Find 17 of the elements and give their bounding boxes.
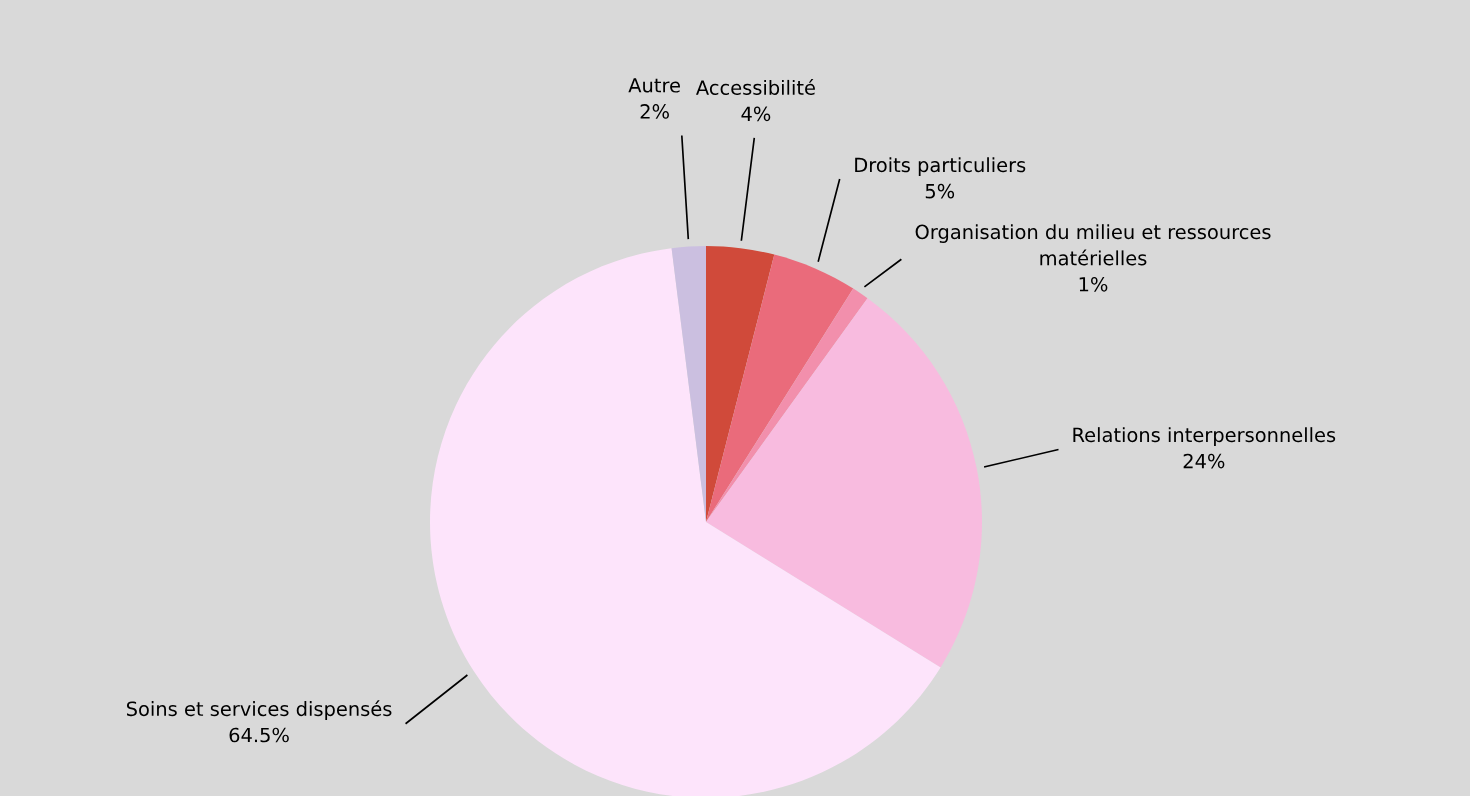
pie-slice [706,246,775,522]
slice-label: Autre [628,78,680,93]
data-label: 64.5% [229,727,289,743]
pie-slice [706,254,854,522]
data-label: 1% [1079,276,1108,292]
data-label: 4% [741,106,771,122]
slice-label: Organisation du milieu et ressources matérielles [915,224,1271,266]
data-label: 5% [925,183,955,199]
data-label: 2% [640,104,669,119]
slice-label: Soins et services dispensés [126,700,392,720]
pie-slice [706,288,868,522]
pie-slice [430,248,941,796]
slice-label: Relations interpersonnelles [1073,427,1336,446]
data-label: 24% [1183,453,1225,469]
slice-label: Droits particuliers [855,157,1026,177]
slice-label: Accessibilité [696,79,815,95]
pie-slice [706,298,982,668]
